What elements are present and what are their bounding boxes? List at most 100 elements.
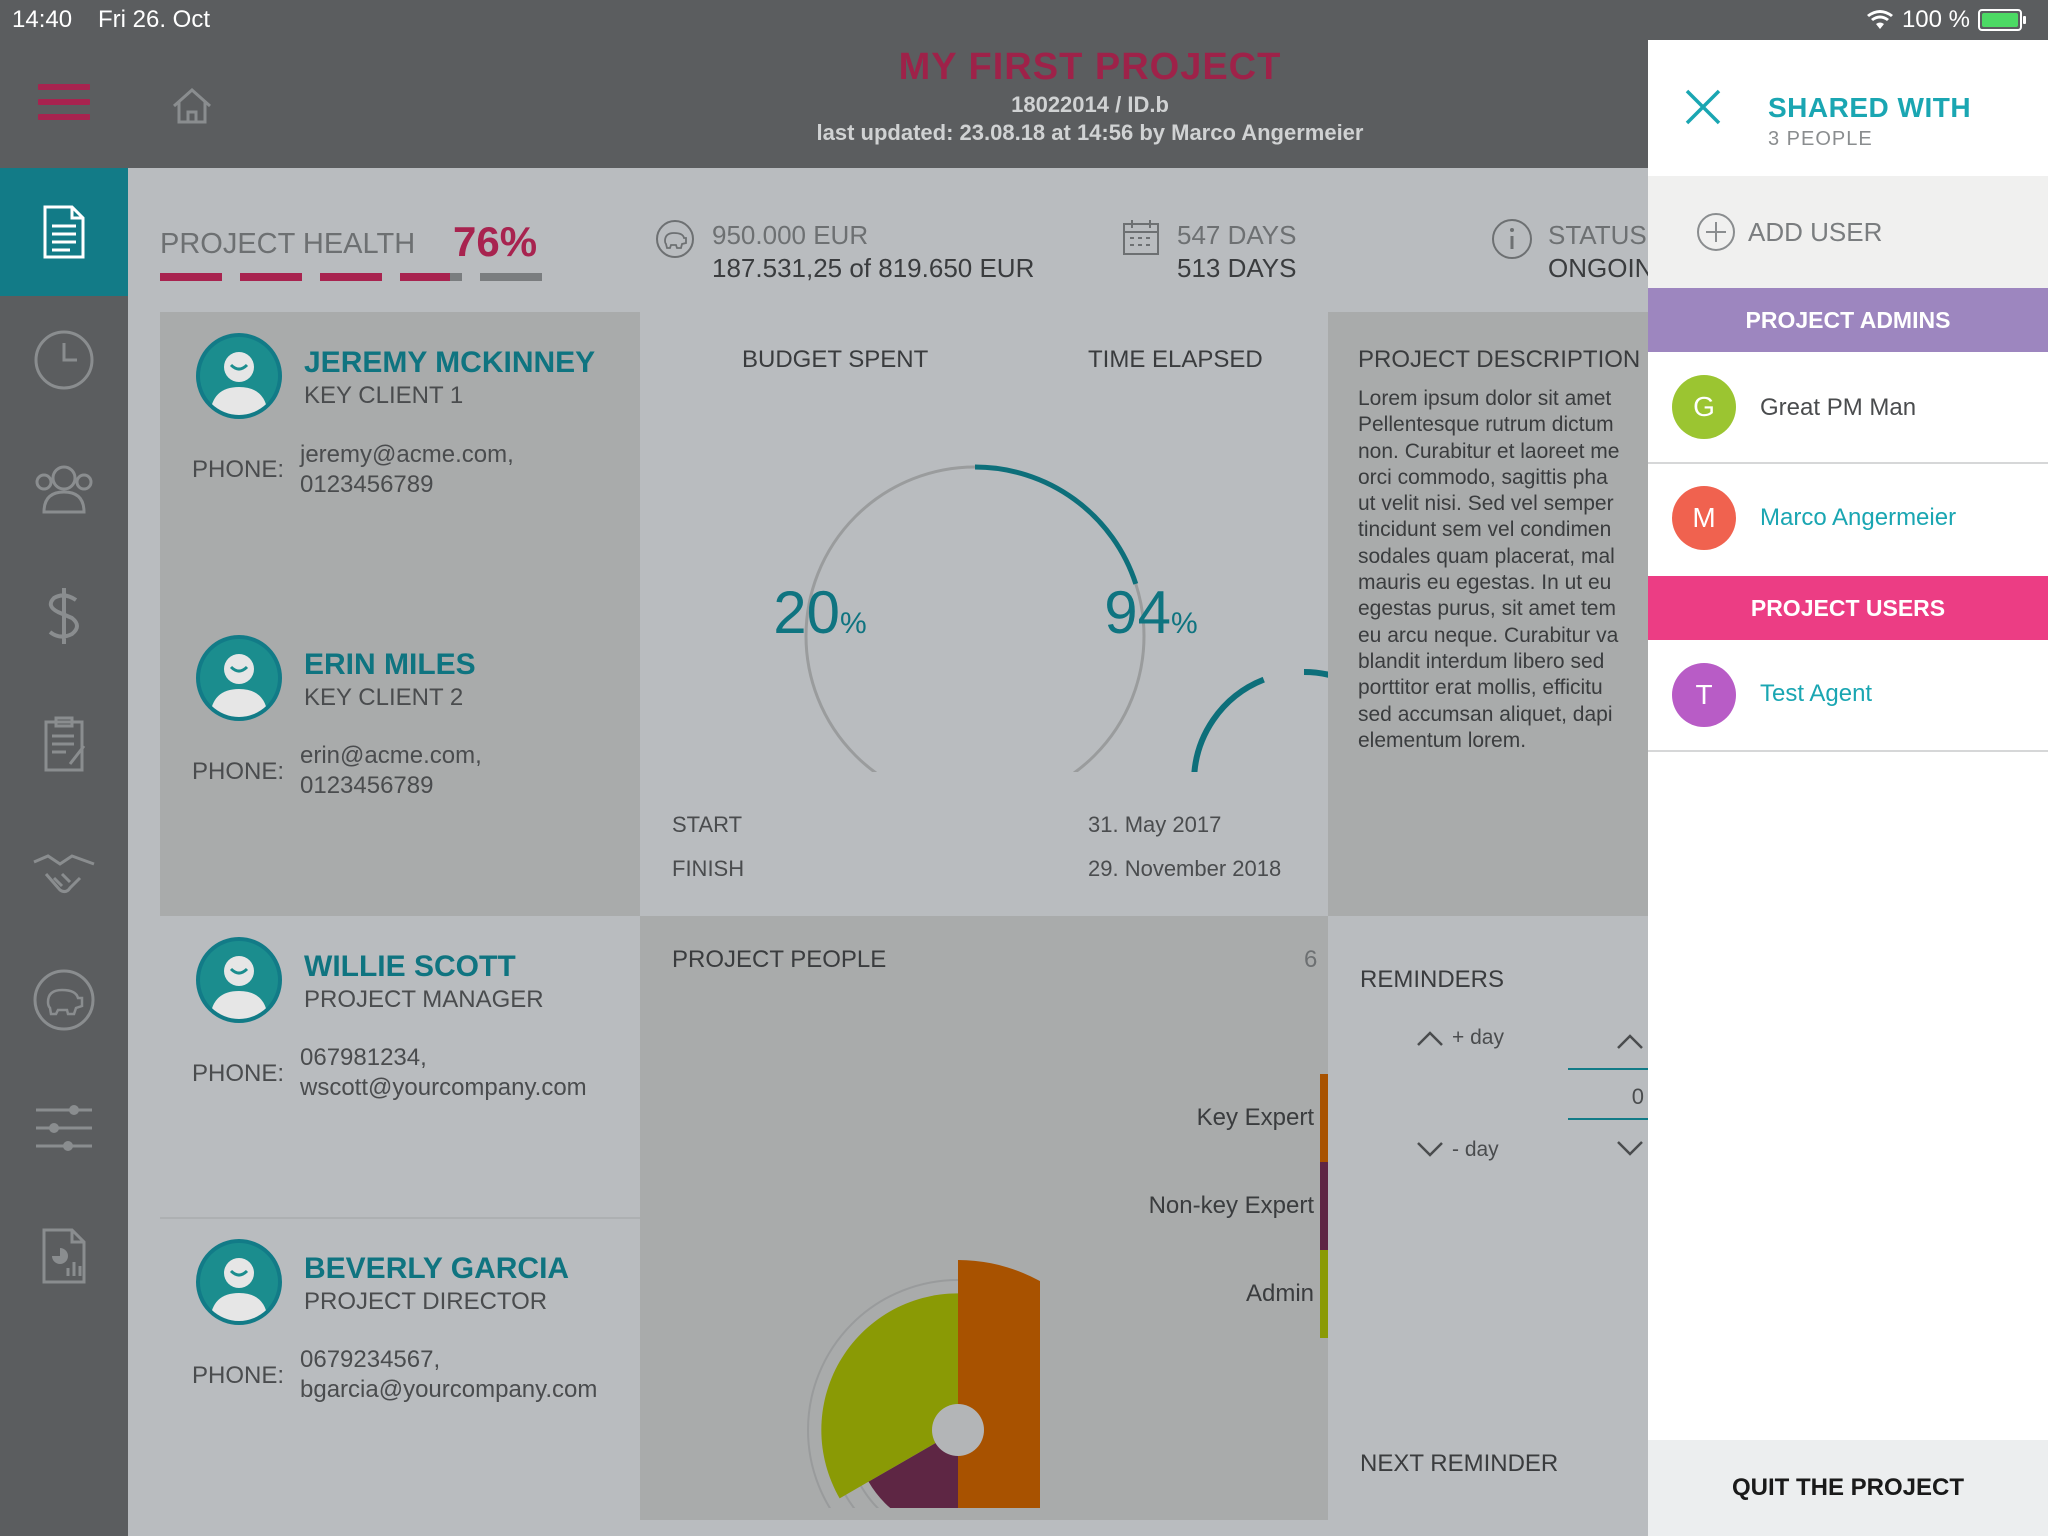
input-underline bbox=[1568, 1068, 1648, 1070]
info-icon bbox=[1492, 219, 1532, 259]
contact-phone[interactable]: 0679234567, bbox=[300, 1346, 441, 1373]
close-icon[interactable] bbox=[1684, 88, 1722, 126]
legend-swatch bbox=[1320, 1162, 1328, 1250]
users-header: PROJECT USERS bbox=[1648, 576, 2048, 640]
sidebar-item-settings[interactable] bbox=[0, 1064, 128, 1192]
sidebar-item-timeline[interactable] bbox=[0, 296, 128, 424]
add-user-button[interactable]: ADD USER bbox=[1648, 176, 2048, 288]
user-avatar: G bbox=[1672, 375, 1736, 439]
description-text: Lorem ipsum dolor sit amet Pellentesque r… bbox=[1358, 386, 1648, 754]
contact-phone[interactable]: 0123456789 bbox=[300, 772, 434, 799]
home-icon[interactable] bbox=[170, 84, 214, 133]
budget-total: 950.000 EUR bbox=[712, 220, 869, 250]
reminders-title: REMINDERS bbox=[1360, 966, 1505, 993]
clock-icon bbox=[34, 330, 94, 390]
people-legend: Key Expert Non-key Expert Admin bbox=[1028, 1074, 1328, 1344]
description-card: PROJECT DESCRIPTION Lorem ipsum dolor si… bbox=[1328, 312, 1648, 916]
sliders-icon bbox=[36, 1105, 92, 1151]
contact-role: PROJECT MANAGER bbox=[304, 986, 544, 1013]
health-label: PROJECT HEALTH bbox=[160, 228, 416, 260]
contact-phone[interactable]: 0123456789 bbox=[300, 471, 434, 498]
description-line: non. Curabitur et laoreet me bbox=[1358, 439, 1620, 463]
status-bar: 14:40 Fri 26. Oct 100 % bbox=[0, 0, 2048, 40]
chevron-down-icon bbox=[1417, 1142, 1443, 1157]
status-right: 100 % bbox=[1866, 6, 2026, 34]
dollar-icon bbox=[48, 588, 79, 644]
finish-label: FINISH bbox=[672, 856, 745, 881]
legend-label: Key Expert bbox=[1196, 1104, 1314, 1131]
battery-percent: 100 % bbox=[1901, 6, 1970, 33]
sidebar-item-tasks[interactable] bbox=[0, 680, 128, 808]
minus-day-label: - day bbox=[1452, 1138, 1499, 1161]
avatar bbox=[196, 635, 282, 721]
start-label: START bbox=[672, 812, 743, 837]
input-underline bbox=[1568, 1118, 1648, 1120]
sidebar-item-overview[interactable] bbox=[0, 168, 128, 296]
plus-day-button[interactable]: + day bbox=[1416, 1026, 1504, 1050]
project-title: MY FIRST PROJECT bbox=[898, 46, 1282, 88]
contact-email[interactable]: erin@acme.com, bbox=[300, 742, 482, 769]
legend-item: Key Expert bbox=[1197, 1074, 1328, 1162]
contact-email[interactable]: wscott@yourcompany.com bbox=[300, 1074, 587, 1101]
chevron-down-icon[interactable] bbox=[1616, 1140, 1644, 1158]
minus-day-button[interactable]: - day bbox=[1416, 1138, 1499, 1162]
sidebar-item-finance[interactable] bbox=[0, 552, 128, 680]
sidebar-item-reports[interactable] bbox=[0, 1192, 128, 1320]
legend-label: Admin bbox=[1245, 1280, 1314, 1307]
avatar bbox=[196, 333, 282, 419]
legend-label: Non-key Expert bbox=[1148, 1192, 1314, 1219]
clipboard-icon bbox=[44, 716, 86, 772]
panel-title: SHARED WITH bbox=[1768, 92, 1972, 123]
avatar bbox=[196, 937, 282, 1023]
chart-center bbox=[932, 1404, 984, 1456]
contact-name: JEREMY MCKINNEY bbox=[304, 346, 596, 379]
legend-item: Non-key Expert bbox=[1149, 1162, 1328, 1250]
sidebar-item-team[interactable] bbox=[0, 424, 128, 552]
contact-role: KEY CLIENT 2 bbox=[304, 684, 464, 711]
reminder-value-input[interactable]: 0 bbox=[1631, 1084, 1644, 1109]
add-user-label: ADD USER bbox=[1748, 216, 1883, 247]
sidebar-item-savings[interactable] bbox=[0, 936, 128, 1064]
description-line: orci commodo, sagittis pha bbox=[1358, 465, 1608, 489]
pie-slice-key-expert[interactable] bbox=[958, 1260, 1040, 1508]
status-time: 14:40 bbox=[12, 6, 73, 33]
contact-name: WILLIE SCOTT bbox=[304, 950, 516, 983]
plus-day-label: + day bbox=[1452, 1026, 1504, 1049]
start-date: 31. May 2017 bbox=[1088, 812, 1222, 837]
contact-email[interactable]: jeremy@acme.com, bbox=[300, 441, 514, 468]
health-bar-segment bbox=[480, 273, 542, 281]
add-circle-icon bbox=[1697, 213, 1735, 251]
days-detail: 513 DAYS bbox=[1177, 253, 1297, 283]
people-count: 6 bbox=[1304, 946, 1318, 973]
budget-percent-value: 20 bbox=[773, 579, 841, 646]
phone-label: PHONE: bbox=[192, 1362, 285, 1389]
document-icon bbox=[43, 205, 85, 259]
pie-slice-admin[interactable] bbox=[821, 1293, 958, 1499]
calendar-icon bbox=[1123, 220, 1159, 255]
contact-email[interactable]: bgarcia@yourcompany.com bbox=[300, 1376, 598, 1403]
contact-phone[interactable]: 067981234, bbox=[300, 1044, 427, 1071]
user-row[interactable]: T Test Agent bbox=[1648, 640, 2048, 752]
report-icon bbox=[42, 1228, 86, 1284]
chevron-up-icon[interactable] bbox=[1616, 1032, 1644, 1050]
people-title: PROJECT PEOPLE bbox=[672, 946, 887, 973]
panel-subtitle: 3 PEOPLE bbox=[1768, 128, 1873, 150]
phone-label: PHONE: bbox=[192, 758, 285, 785]
contact-role: KEY CLIENT 1 bbox=[304, 382, 464, 409]
admin-row[interactable]: G Great PM Man bbox=[1648, 352, 2048, 464]
budget-detail: 187.531,25 of 819.650 EUR bbox=[712, 253, 1035, 283]
quit-project-button[interactable]: QUIT THE PROJECT bbox=[1648, 1440, 2048, 1536]
next-reminder-label: NEXT REMINDER bbox=[1360, 1450, 1559, 1477]
admin-row[interactable]: M Marco Angermeier bbox=[1648, 464, 2048, 576]
description-line: egestas purus, sit amet tem bbox=[1358, 597, 1616, 621]
user-name: Marco Angermeier bbox=[1760, 504, 1957, 531]
menu-icon[interactable] bbox=[38, 84, 90, 129]
wifi-icon bbox=[1866, 10, 1893, 29]
app-header: MY FIRST PROJECT 18022014 / ID.b last up… bbox=[0, 40, 1648, 168]
handshake-icon bbox=[33, 854, 95, 894]
chevron-up-icon bbox=[1417, 1031, 1443, 1046]
project-last-updated: last updated: 23.08.18 at 14:56 by Marco… bbox=[816, 120, 1364, 145]
sidebar-item-partners[interactable] bbox=[0, 808, 128, 936]
contact-name: BEVERLY GARCIA bbox=[304, 1252, 570, 1285]
pie-slice-non-key-expert[interactable] bbox=[868, 1430, 958, 1508]
